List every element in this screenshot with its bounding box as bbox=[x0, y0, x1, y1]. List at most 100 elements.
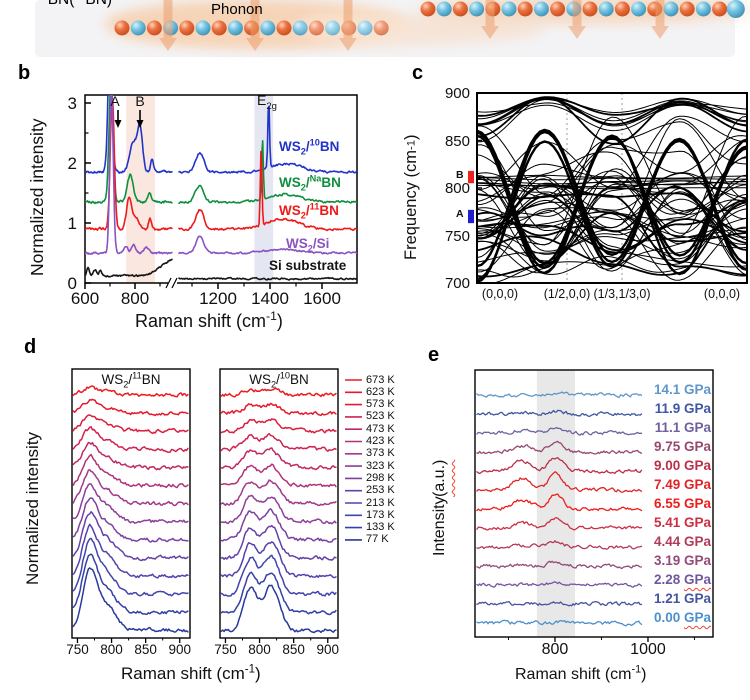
y-tick-label: 850 bbox=[444, 132, 470, 150]
polygon bbox=[339, 38, 357, 51]
pressure-unit: GPa bbox=[683, 496, 711, 511]
pressure-curve bbox=[476, 560, 643, 570]
x-tick-label: 850 bbox=[282, 642, 305, 657]
x-point-label: (1/2,0,0) bbox=[543, 287, 591, 301]
pressure-label: 3.19 GPa bbox=[653, 553, 711, 568]
x-tick-label: 1400 bbox=[251, 289, 289, 308]
phonon-illustration bbox=[35, 0, 750, 57]
rect bbox=[655, 0, 665, 26]
nitrogen-atom bbox=[260, 20, 276, 36]
pressure-unit: GPa bbox=[683, 477, 711, 492]
e2g-label: E2g bbox=[257, 92, 277, 112]
legend-label: 523 K bbox=[366, 410, 395, 423]
phonon-label: Phonon bbox=[211, 1, 263, 18]
phonon-arrow-icon bbox=[481, 0, 499, 39]
phonon-band bbox=[477, 96, 747, 145]
peak-A-label: A bbox=[110, 93, 120, 109]
spectrum-curve bbox=[85, 97, 357, 232]
legend-label: 623 K bbox=[366, 385, 395, 398]
x-tick-label: 800 bbox=[541, 641, 569, 658]
series-label: WS2/11BN bbox=[279, 201, 339, 221]
phonon-band bbox=[477, 199, 747, 268]
temperature-curve bbox=[220, 447, 337, 471]
pressure-curve bbox=[476, 457, 643, 475]
legend-label: 213 K bbox=[366, 496, 395, 509]
nitrogen-atom bbox=[631, 1, 647, 17]
temperature-curve bbox=[220, 584, 337, 634]
temperature-curve bbox=[72, 385, 189, 398]
panel-c-phonon-dispersion: Frequency (cm -1) B A 700 750 800 850 900 (0,0,0… bbox=[400, 65, 750, 350]
legend-label: 173 K bbox=[366, 508, 395, 521]
phonon-arrow-icon bbox=[339, 0, 357, 51]
pressure-label: 9.00 GPa bbox=[653, 458, 711, 473]
temperature-curve bbox=[72, 483, 189, 524]
series-label: WS2/10BN bbox=[279, 137, 340, 157]
boron-atom bbox=[179, 20, 195, 36]
phonon-arrow-icon bbox=[568, 0, 586, 39]
legend-label: 323 K bbox=[366, 459, 395, 472]
temperature-curve bbox=[72, 426, 189, 453]
pressure-label: 4.44 GPa bbox=[653, 534, 711, 549]
panel-b-xlabel: Raman shift (cm-1) bbox=[135, 309, 283, 331]
panel-c-letter: c bbox=[412, 62, 424, 84]
peak-B-label: B bbox=[135, 93, 145, 109]
temperature-curve bbox=[72, 523, 189, 579]
polygon bbox=[159, 38, 177, 51]
bn-isotope-label: 10BN(11BN) bbox=[36, 0, 112, 9]
legend-label: 298 K bbox=[366, 471, 395, 484]
x-point-label: (1/3,1/3,0) bbox=[593, 287, 651, 301]
phonon-band bbox=[477, 134, 747, 276]
phonon-band bbox=[477, 130, 747, 283]
legend-label: 423 K bbox=[366, 435, 395, 447]
temperature-curve bbox=[72, 398, 189, 417]
x-tick-label: 900 bbox=[316, 642, 340, 657]
dispersion-bands bbox=[477, 96, 747, 283]
pressure-curve bbox=[476, 471, 643, 493]
nitrogen-atom bbox=[598, 1, 614, 17]
panel-b-raman-spectra: Normalized intensity Raman shift (cm-1) … bbox=[15, 65, 390, 350]
plot-box bbox=[71, 368, 191, 639]
nitrogen-atom bbox=[436, 1, 452, 17]
temperature-curve bbox=[220, 387, 337, 398]
x-tick-label: 900 bbox=[168, 642, 192, 657]
pressure-curve bbox=[476, 409, 643, 417]
panel-b-ylabel: Normalized intensity bbox=[27, 118, 47, 276]
annotation-arrowhead-A bbox=[114, 120, 122, 128]
panel-d-letter: d bbox=[24, 336, 37, 358]
pressure-unit: GPa bbox=[683, 382, 711, 397]
nitrogen-atom bbox=[533, 1, 549, 17]
y-tick-label: 700 bbox=[444, 275, 470, 292]
pressure-label: 7.49 GPa bbox=[653, 477, 711, 492]
nitrogen-atom bbox=[501, 1, 517, 17]
pressure-label: 11.9 GPa bbox=[654, 401, 711, 416]
pressure-curve bbox=[476, 581, 643, 588]
nitrogen-atom bbox=[195, 20, 211, 36]
nitrogen-atom bbox=[663, 1, 679, 17]
legend-label: 473 K bbox=[366, 422, 395, 435]
pressure-label: 5.41 GPa bbox=[653, 515, 711, 530]
phonon-band bbox=[477, 115, 747, 190]
panel-e-plot bbox=[474, 369, 714, 642]
spectrum-curve bbox=[85, 95, 357, 255]
rect bbox=[485, 0, 495, 26]
series-label: WS2/NaBN bbox=[279, 173, 341, 193]
temperature-curve bbox=[72, 441, 189, 471]
pressure-curve bbox=[476, 391, 643, 398]
spectrum-curve bbox=[85, 95, 357, 174]
temperature-curve bbox=[72, 537, 189, 597]
spectrum-curve bbox=[85, 258, 357, 281]
polygon bbox=[568, 26, 586, 39]
marker-B bbox=[468, 170, 474, 184]
temperature-curve bbox=[72, 497, 189, 543]
phonon-arrow-icon bbox=[246, 0, 264, 51]
pressure-curve bbox=[476, 517, 643, 531]
rect bbox=[250, 0, 260, 38]
pressure-label: 11.1 GPa bbox=[654, 420, 711, 435]
axis-break-slash bbox=[165, 277, 172, 289]
panel-d-title-left: WS2/11BN bbox=[101, 370, 161, 390]
x-tick-label: 800 bbox=[248, 642, 271, 657]
panel-d-title-right: WS2/10BN bbox=[249, 370, 309, 390]
pressure-unit: GPa bbox=[683, 439, 711, 454]
pressure-curve bbox=[476, 426, 643, 436]
pressure-unit: GPa bbox=[683, 401, 711, 416]
